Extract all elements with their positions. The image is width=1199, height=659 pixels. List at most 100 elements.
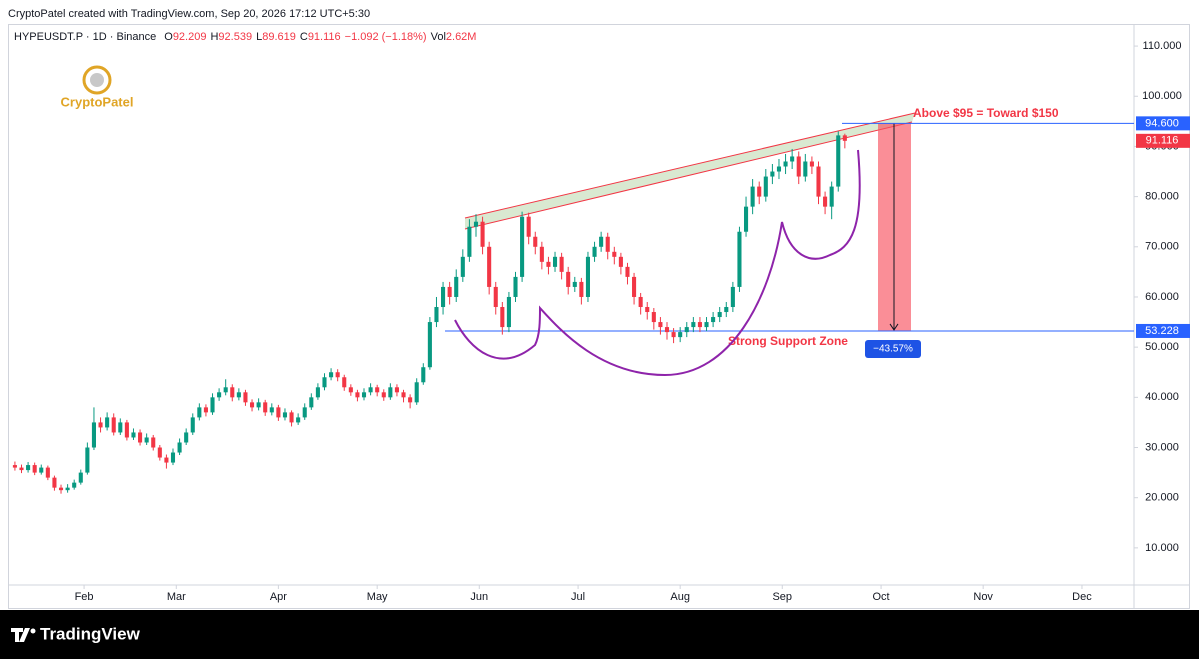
candle-body: [315, 387, 320, 398]
candle-body: [375, 387, 380, 393]
candle-body: [671, 332, 676, 338]
candle-body: [757, 186, 762, 197]
footer-brand: TradingView: [40, 624, 141, 643]
candle-body: [651, 312, 656, 323]
candle-body: [632, 276, 637, 297]
channel-upper: [464, 112, 916, 219]
y-tick-label: 10.000: [1145, 542, 1179, 554]
measure-label-box: [865, 339, 921, 358]
price-line-label: 53.228: [1145, 325, 1179, 337]
candle-body: [776, 166, 782, 172]
candle-body: [157, 447, 162, 458]
candle-body: [704, 322, 709, 328]
candle-body: [302, 407, 307, 418]
candle-body: [249, 402, 255, 408]
candle-body: [546, 261, 551, 267]
candle-body: [388, 387, 393, 398]
ohlc-prefix: H: [210, 31, 218, 43]
candle-body: [118, 422, 123, 433]
x-tick-label: Jun: [470, 591, 488, 603]
tv-icon-dot: [30, 628, 36, 634]
candle-body: [381, 392, 386, 398]
y-tick-label: 110.000: [1143, 40, 1182, 52]
candle-body: [210, 397, 215, 413]
candle-body: [500, 307, 505, 328]
candle-body: [348, 387, 353, 393]
candle-body: [45, 467, 50, 478]
candle-body: [309, 397, 314, 408]
price-line-tag: [1136, 323, 1190, 338]
candle-body: [526, 216, 531, 237]
legend-text: HYPEUSDT.P · 1D · Binance O92.209 H92.539 L…: [14, 31, 476, 43]
candle-body: [691, 322, 696, 328]
x-tick-label: Nov: [973, 591, 993, 603]
measure-tool: −43.57% Above $95 = Toward $150 Strong Sup…: [445, 106, 1134, 358]
y-tick-label: 20.000: [1145, 492, 1179, 504]
candle-body: [177, 442, 182, 453]
candle-body: [39, 467, 44, 473]
candle-body: [98, 422, 103, 428]
x-tick-label: Oct: [873, 591, 890, 603]
candle-body: [770, 171, 775, 177]
last-price-tag: [1136, 133, 1190, 148]
candle-body: [487, 246, 492, 287]
candle-body: [585, 256, 591, 297]
candle-body: [480, 221, 485, 247]
candle-body: [85, 447, 90, 473]
y-tick-label: 30.000: [1145, 441, 1179, 453]
cup-and-handle: [454, 149, 861, 377]
y-tick-label: 80.000: [1145, 191, 1179, 203]
symbol: HYPEUSDT.P · 1D · Binance: [14, 31, 156, 43]
candle-body: [744, 206, 749, 232]
tv-icon: [11, 628, 30, 642]
candle-body: [473, 221, 479, 227]
candle-body: [552, 256, 558, 267]
logo-core: [90, 73, 104, 87]
y-tick-label: 50.000: [1145, 341, 1179, 353]
footer-bar: [0, 610, 1199, 659]
candle-body: [790, 156, 795, 162]
candle-body: [111, 417, 116, 433]
candle-body: [131, 432, 136, 438]
candle-body: [460, 256, 465, 277]
candle-body: [236, 392, 241, 398]
candle-body: [678, 332, 683, 338]
candle-body: [408, 397, 413, 403]
candle-body: [32, 465, 37, 473]
x-tick-label: May: [367, 591, 388, 603]
candle-body: [645, 307, 650, 313]
candle-body: [579, 281, 584, 297]
candles: [12, 131, 847, 494]
ohlc-prefix: L: [256, 31, 262, 43]
candle-body: [401, 392, 406, 398]
candle-body: [190, 417, 195, 433]
candle-body: [506, 296, 511, 328]
candle-body: [12, 465, 17, 468]
x-tick-label: Jul: [571, 591, 585, 603]
candle-body: [684, 327, 689, 333]
candle-body: [138, 432, 143, 443]
candle-body: [151, 437, 156, 448]
candle-body: [282, 412, 288, 418]
candle-body: [842, 135, 847, 141]
candle-body: [816, 166, 821, 197]
brand-name: CryptoPatel: [61, 94, 134, 109]
ohlc-value: 89.619: [262, 31, 296, 43]
candle-body: [447, 286, 452, 297]
credit: CryptoPatel created with TradingView.com…: [8, 8, 370, 20]
measure-label: −43.57%: [873, 344, 913, 355]
axes: 10.000 20.000 30.000 40.000 50.000 60.000 70.0…: [75, 40, 1190, 603]
candle-body: [289, 412, 294, 423]
annotation: Above $95 = Toward $150: [913, 106, 1059, 120]
legend: HYPEUSDT.P · 1D · Binance O92.209 H92.539 L…: [14, 31, 476, 43]
x-tick-label: Sep: [772, 591, 792, 603]
candle-body: [836, 135, 841, 187]
candle-body: [230, 387, 235, 398]
candle-body: [394, 387, 399, 393]
price-line-tag: [1136, 116, 1190, 131]
x-tick-label: Feb: [75, 591, 94, 603]
ohlc-value: 92.209: [173, 31, 207, 43]
candle-body: [592, 246, 597, 257]
